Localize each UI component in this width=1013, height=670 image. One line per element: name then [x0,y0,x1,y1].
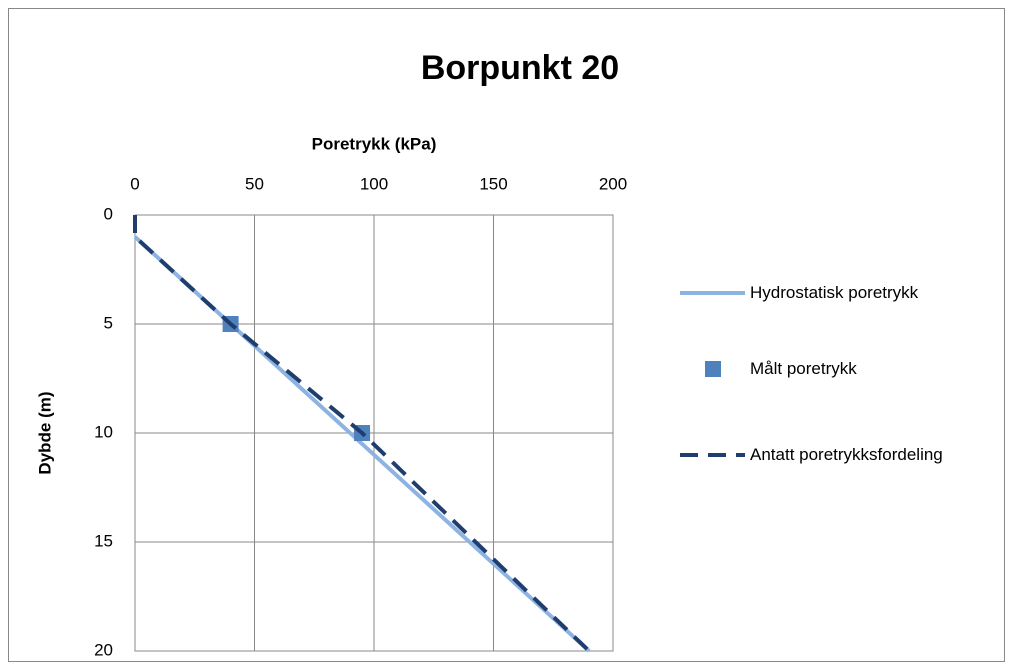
chart-title: Borpunkt 20 [421,49,619,87]
y-tick-label: 0 [104,204,113,223]
x-tick-label: 200 [599,174,627,193]
series-line [133,215,591,653]
chart-border [8,8,1005,662]
y-tick-label: 5 [104,313,113,332]
x-axis-label: Poretrykk (kPa) [312,134,437,153]
legend-label: Antatt poretrykksfordeling [750,445,943,464]
legend-label: Hydrostatisk poretrykk [750,283,919,302]
x-tick-label: 100 [360,174,388,193]
y-tick-label: 20 [94,640,113,659]
y-axis-label: Dybde (m) [35,391,54,474]
y-tick-label: 15 [94,531,113,550]
y-tick-label: 10 [94,422,113,441]
x-tick-label: 0 [130,174,139,193]
x-tick-label: 150 [479,174,507,193]
legend-label: Målt poretrykk [750,359,857,378]
x-tick-label: 50 [245,174,264,193]
legend-marker [705,361,721,377]
